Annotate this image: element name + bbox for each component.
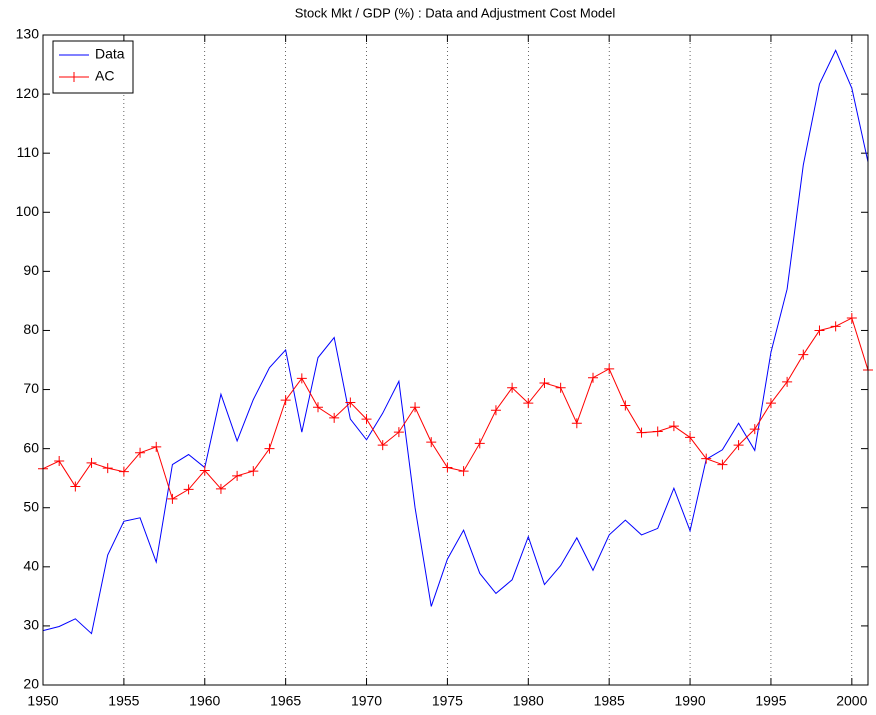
y-tick-label: 20 — [23, 676, 39, 692]
marker — [393, 427, 404, 438]
x-tick-label: 1985 — [594, 693, 625, 709]
y-tick-label: 50 — [23, 498, 39, 514]
y-tick-label: 80 — [23, 321, 39, 337]
marker — [458, 466, 469, 477]
marker — [86, 457, 97, 468]
marker — [232, 470, 243, 481]
x-tick-label: 1995 — [755, 693, 786, 709]
marker — [523, 398, 534, 409]
x-tick-label: 1970 — [351, 693, 382, 709]
y-tick-label: 110 — [17, 144, 40, 160]
x-tick-label: 1960 — [189, 693, 220, 709]
marker — [765, 398, 776, 409]
marker — [620, 400, 631, 411]
marker — [604, 363, 615, 374]
y-tick-label: 130 — [16, 26, 40, 42]
marker — [539, 378, 550, 389]
marker — [442, 462, 453, 473]
marker — [199, 465, 210, 476]
marker — [69, 72, 79, 82]
y-tick-label: 120 — [16, 85, 40, 101]
marker — [798, 349, 809, 360]
marker — [555, 382, 566, 393]
marker — [183, 484, 194, 495]
marker — [814, 325, 825, 336]
legend-label: Data — [95, 46, 125, 62]
x-tick-label: 2000 — [836, 693, 867, 709]
plot-area — [43, 35, 868, 685]
marker — [135, 447, 146, 458]
marker — [830, 321, 841, 332]
legend-box — [52, 40, 134, 94]
marker — [329, 412, 340, 423]
marker — [717, 459, 728, 470]
marker — [846, 313, 857, 324]
axes-box — [42, 34, 869, 686]
x-tick-label: 1990 — [674, 693, 705, 709]
y-tick-label: 30 — [23, 617, 39, 633]
y-tick-label: 100 — [16, 203, 40, 219]
x-tick-label: 1965 — [270, 693, 301, 709]
marker — [426, 437, 437, 448]
marker — [70, 481, 81, 492]
marker — [151, 441, 162, 452]
line-series — [42, 317, 869, 500]
x-tick-label: 1955 — [108, 693, 139, 709]
marker — [313, 402, 323, 413]
x-tick-label: 1950 — [27, 693, 58, 709]
marker — [361, 414, 372, 425]
marker — [782, 376, 793, 387]
marker — [733, 440, 744, 451]
marker — [410, 402, 421, 413]
marker — [167, 493, 178, 504]
x-tick-label: 1975 — [432, 693, 463, 709]
y-tick-label: 90 — [23, 262, 39, 278]
chart-title: Stock Mkt / GDP (%) : Data and Adjustmen… — [295, 5, 616, 20]
marker — [701, 453, 712, 464]
line-series — [42, 49, 869, 635]
marker — [118, 466, 129, 477]
y-tick-label: 60 — [23, 439, 39, 455]
marker — [571, 418, 582, 429]
marker — [296, 373, 307, 384]
marker — [490, 405, 501, 416]
x-tick-label: 1980 — [513, 693, 544, 709]
marker — [215, 483, 226, 494]
marker — [652, 426, 663, 437]
marker — [507, 382, 518, 393]
marker — [474, 438, 485, 449]
marker — [102, 463, 113, 474]
marker — [668, 421, 679, 432]
marker — [264, 443, 275, 454]
marker — [280, 395, 291, 406]
legend-label: AC — [95, 68, 114, 84]
marker — [636, 427, 647, 438]
marker — [588, 372, 598, 383]
marker — [248, 466, 259, 477]
marker — [749, 424, 760, 435]
y-tick-label: 70 — [23, 380, 39, 396]
marker — [377, 440, 388, 451]
marker — [345, 397, 356, 408]
y-tick-label: 40 — [23, 558, 39, 574]
marker — [685, 432, 696, 443]
marker — [54, 456, 65, 467]
